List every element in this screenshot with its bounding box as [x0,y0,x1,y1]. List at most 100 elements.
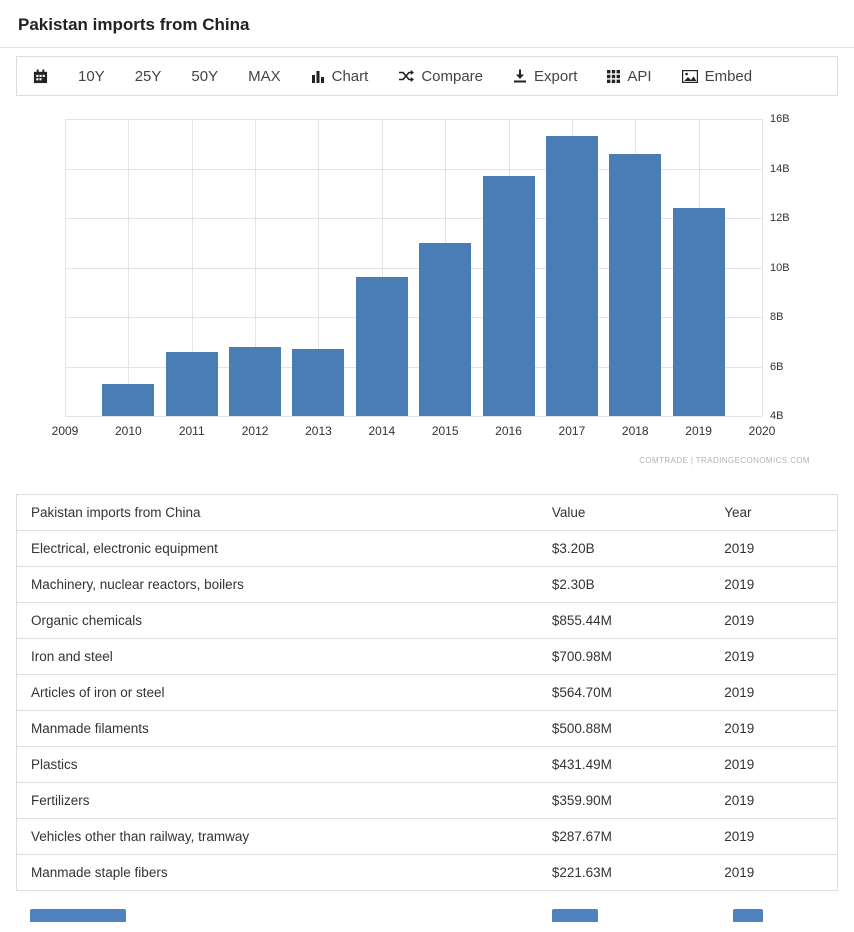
table-row: Manmade staple fibers$221.63M2019 [17,855,838,891]
range-25y-button[interactable]: 25Y [135,68,162,85]
value-cell: $431.49M [538,747,710,783]
clipped-link-text [30,909,126,922]
value-cell: $359.90M [538,783,710,819]
year-cell: 2019 [710,711,837,747]
range-25y-label: 25Y [135,68,162,85]
chart-bar [166,352,218,416]
range-10y-label: 10Y [78,68,105,85]
range-max-label: MAX [248,68,281,85]
shuffle-icon [398,69,414,83]
partial-next-row [16,891,838,922]
calendar-icon [33,69,48,84]
x-axis-tick: 2018 [622,424,649,438]
chart-bar [102,384,154,416]
table-row: Manmade filaments$500.88M2019 [17,711,838,747]
year-cell: 2019 [710,783,837,819]
embed-button[interactable]: Embed [682,68,753,85]
table-body: Electrical, electronic equipment$3.20B20… [17,531,838,891]
y-axis-tick: 8B [770,311,783,323]
chart-section: 16B14B12B10B8B6B4B 200920102011201220132… [16,104,838,476]
commodity-cell[interactable]: Iron and steel [17,639,538,675]
x-axis-tick: 2017 [559,424,586,438]
commodity-cell[interactable]: Manmade staple fibers [17,855,538,891]
table-row: Vehicles other than railway, tramway$287… [17,819,838,855]
year-cell: 2019 [710,639,837,675]
imports-table: Pakistan imports from China Value Year E… [16,494,838,891]
x-gridline [128,119,129,416]
commodity-cell[interactable]: Machinery, nuclear reactors, boilers [17,567,538,603]
bar-chart-icon [311,69,325,83]
image-icon [682,70,698,83]
download-icon [513,69,527,83]
export-label: Export [534,68,577,85]
y-axis-tick: 6B [770,361,783,373]
chart-bar [546,136,598,416]
commodity-cell[interactable]: Manmade filaments [17,711,538,747]
chart-bar [609,154,661,416]
page-title: Pakistan imports from China [18,15,836,35]
table-row: Machinery, nuclear reactors, boilers$2.3… [17,567,838,603]
chart-toolbar: 10Y 25Y 50Y MAX Chart Compare [16,56,838,96]
imports-table-section: Pakistan imports from China Value Year E… [16,494,838,891]
value-cell: $564.70M [538,675,710,711]
chart-bar [483,176,535,416]
y-axis-tick: 12B [770,212,790,224]
y-axis-tick: 4B [770,410,783,422]
api-label: API [627,68,651,85]
x-axis-tick: 2009 [52,424,79,438]
chart-type-label: Chart [332,68,369,85]
table-row: Fertilizers$359.90M2019 [17,783,838,819]
y-axis: 16B14B12B10B8B6B4B [770,119,840,416]
commodity-cell[interactable]: Organic chemicals [17,603,538,639]
api-button[interactable]: API [607,68,651,85]
table-row: Iron and steel$700.98M2019 [17,639,838,675]
chart-plot[interactable] [65,119,762,416]
compare-button[interactable]: Compare [398,68,483,85]
grid-icon [607,70,620,83]
range-max-button[interactable]: MAX [248,68,281,85]
table-header-row: Pakistan imports from China Value Year [17,495,838,531]
range-50y-label: 50Y [191,68,218,85]
value-cell: $500.88M [538,711,710,747]
year-cell: 2019 [710,855,837,891]
table-row: Articles of iron or steel$564.70M2019 [17,675,838,711]
chart-bar [229,347,281,416]
chart-bar [356,277,408,416]
value-header: Value [538,495,710,531]
commodity-cell[interactable]: Vehicles other than railway, tramway [17,819,538,855]
y-gridline [65,119,762,120]
y-axis-tick: 10B [770,262,790,274]
export-button[interactable]: Export [513,68,577,85]
value-cell: $855.44M [538,603,710,639]
year-cell: 2019 [710,531,837,567]
embed-label: Embed [705,68,753,85]
commodity-cell[interactable]: Articles of iron or steel [17,675,538,711]
clipped-link-text [552,909,598,922]
year-cell: 2019 [710,747,837,783]
range-10y-button[interactable]: 10Y [78,68,105,85]
page: Pakistan imports from China 10Y 25Y 50Y [0,0,854,932]
compare-label: Compare [421,68,483,85]
x-gridline [65,119,66,416]
chart-bar [419,243,471,416]
value-cell: $3.20B [538,531,710,567]
commodity-cell[interactable]: Fertilizers [17,783,538,819]
value-cell: $221.63M [538,855,710,891]
chart-type-button[interactable]: Chart [311,68,369,85]
x-axis-tick: 2010 [115,424,142,438]
chart-bar [673,208,725,416]
clipped-link-text [733,909,763,922]
table-row: Electrical, electronic equipment$3.20B20… [17,531,838,567]
calendar-button[interactable] [33,69,48,84]
page-header: Pakistan imports from China [0,0,854,48]
x-axis-tick: 2020 [749,424,776,438]
commodity-cell[interactable]: Electrical, electronic equipment [17,531,538,567]
y-axis-tick: 16B [770,113,790,125]
x-axis-tick: 2014 [368,424,395,438]
year-cell: 2019 [710,567,837,603]
commodity-cell[interactable]: Plastics [17,747,538,783]
range-50y-button[interactable]: 50Y [191,68,218,85]
chart-watermark: COMTRADE | TRADINGECONOMICS.COM [639,456,810,465]
year-cell: 2019 [710,603,837,639]
x-axis: 2009201020112012201320142015201620172018… [65,424,762,440]
